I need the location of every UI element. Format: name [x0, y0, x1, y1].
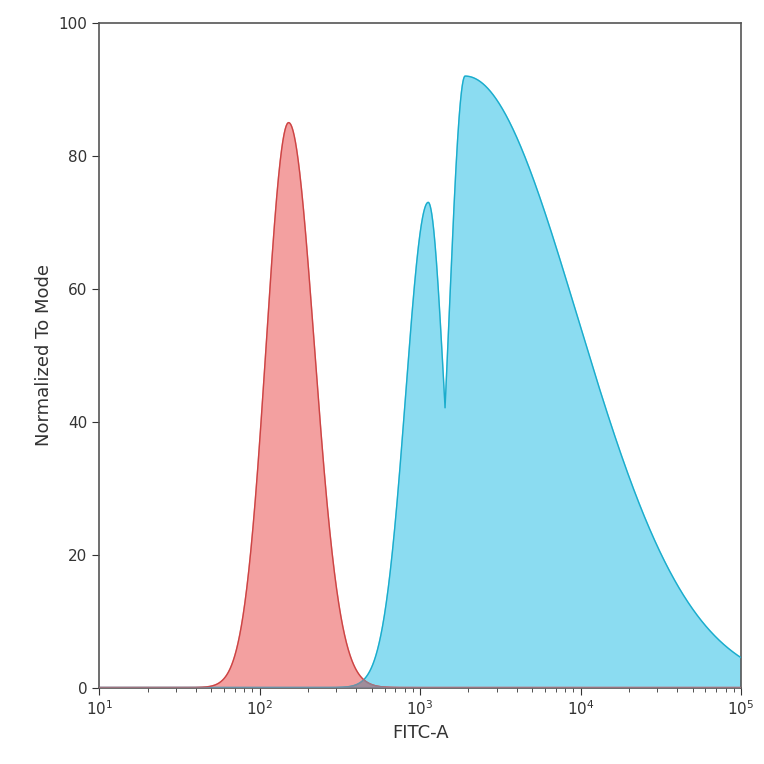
Y-axis label: Normalized To Mode: Normalized To Mode: [35, 264, 53, 446]
X-axis label: FITC-A: FITC-A: [392, 724, 448, 742]
